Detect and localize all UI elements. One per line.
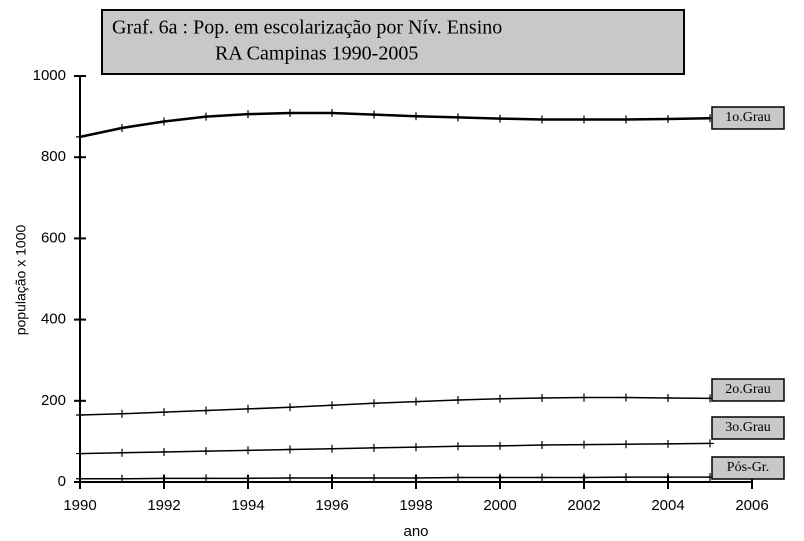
point-marker (412, 112, 420, 121)
point-marker (118, 474, 126, 483)
point-marker (496, 473, 504, 482)
legend-label: 3o.Grau (725, 420, 771, 435)
legend-box (711, 378, 785, 402)
point-marker (76, 411, 84, 420)
point-marker (244, 110, 252, 119)
point-marker (160, 474, 168, 483)
series-line (79, 111, 711, 139)
point-marker (664, 473, 672, 482)
point-marker (160, 408, 168, 417)
point-marker (622, 115, 630, 124)
point-marker (370, 399, 378, 408)
point-marker (328, 444, 336, 453)
point-marker (664, 115, 672, 124)
point-marker (160, 447, 168, 456)
y-tick-label: 600 (41, 229, 66, 246)
point-marker (538, 393, 546, 402)
point-marker (538, 115, 546, 124)
y-tick-label: 1000 (33, 67, 66, 84)
point-marker (118, 409, 126, 418)
point-marker (412, 443, 420, 452)
point-marker (496, 394, 504, 403)
point-marker (202, 474, 210, 483)
point-marker (496, 114, 504, 123)
point-marker (286, 403, 294, 412)
point-marker (580, 473, 588, 482)
point-marker (118, 448, 126, 457)
x-tick-label: 2002 (567, 497, 600, 514)
legend-box (711, 456, 785, 480)
point-marker (202, 447, 210, 456)
chart-title: Graf. 6a : Pop. em escolarização por Nív… (112, 17, 502, 39)
point-marker (454, 442, 462, 451)
x-tick-label: 1994 (231, 497, 264, 514)
y-tick-label: 800 (41, 148, 66, 165)
legend-label: Pós-Gr. (727, 460, 769, 475)
x-tick-label: 2006 (735, 497, 768, 514)
series-line (79, 396, 711, 416)
point-marker (244, 446, 252, 455)
legend-label: 2o.Grau (725, 382, 771, 397)
point-marker (76, 474, 84, 483)
point-marker (202, 112, 210, 121)
point-marker (454, 395, 462, 404)
point-marker (118, 123, 126, 132)
x-tick-label: 1990 (63, 497, 96, 514)
point-marker (580, 393, 588, 402)
x-tick-label: 1998 (399, 497, 432, 514)
point-marker (412, 473, 420, 482)
point-marker (370, 443, 378, 452)
point-marker (622, 440, 630, 449)
point-marker (370, 110, 378, 119)
point-marker (496, 441, 504, 450)
series-line (79, 442, 711, 455)
point-marker (370, 473, 378, 482)
x-tick-label: 1992 (147, 497, 180, 514)
point-marker (412, 397, 420, 406)
point-marker (202, 406, 210, 415)
point-marker (328, 473, 336, 482)
point-marker (244, 474, 252, 483)
y-axis-label: população x 1000 (13, 225, 29, 336)
legend-label: 1o.Grau (725, 110, 771, 125)
chart-title: RA Campinas 1990-2005 (215, 43, 418, 65)
point-marker (160, 117, 168, 126)
x-tick-label: 1996 (315, 497, 348, 514)
point-marker (538, 441, 546, 450)
point-marker (580, 440, 588, 449)
point-marker (580, 115, 588, 124)
point-marker (286, 445, 294, 454)
point-marker (454, 113, 462, 122)
point-marker (328, 108, 336, 117)
point-marker (622, 393, 630, 402)
point-marker (328, 401, 336, 410)
x-axis-label: ano (403, 523, 428, 540)
y-tick-label: 400 (41, 311, 66, 328)
title-box (101, 9, 685, 75)
point-marker (706, 439, 714, 448)
series-line (80, 476, 710, 480)
legend-box (711, 106, 785, 130)
point-marker (286, 108, 294, 117)
point-marker (538, 473, 546, 482)
x-tick-label: 2004 (651, 497, 684, 514)
point-marker (76, 449, 84, 458)
point-marker (454, 473, 462, 482)
x-tick-label: 2000 (483, 497, 516, 514)
y-tick-label: 0 (58, 473, 66, 490)
point-marker (664, 439, 672, 448)
point-marker (244, 404, 252, 413)
point-marker (76, 132, 84, 141)
point-marker (664, 393, 672, 402)
point-marker (286, 473, 294, 482)
point-marker (622, 473, 630, 482)
y-tick-label: 200 (41, 392, 66, 409)
legend-box (711, 416, 785, 440)
